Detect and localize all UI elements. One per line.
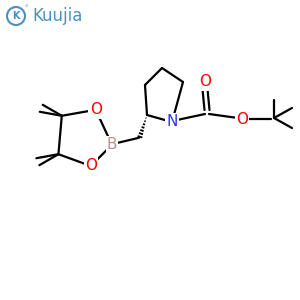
Text: O: O bbox=[199, 74, 211, 89]
Text: °: ° bbox=[24, 5, 28, 11]
Text: O: O bbox=[90, 102, 102, 117]
Text: N: N bbox=[166, 115, 178, 130]
Text: O: O bbox=[236, 112, 248, 128]
Text: O: O bbox=[85, 158, 97, 173]
Text: Kuujia: Kuujia bbox=[33, 7, 83, 25]
Text: K: K bbox=[12, 11, 20, 21]
Text: B: B bbox=[107, 137, 117, 152]
